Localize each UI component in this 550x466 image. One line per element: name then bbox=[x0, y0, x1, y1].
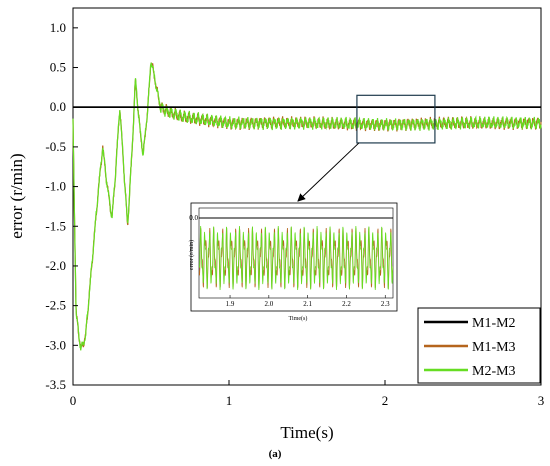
inset-x-tick-label: 2.1 bbox=[303, 300, 312, 308]
inset-x-tick-label: 2.2 bbox=[342, 300, 351, 308]
legend: M1-M2 M1-M3 M2-M3 bbox=[417, 307, 541, 384]
figure-caption: (a) bbox=[269, 448, 282, 460]
inset-y-tick-label: 0.0 bbox=[189, 214, 198, 222]
legend-label-m2-m3: M2-M3 bbox=[472, 364, 516, 379]
inset-y-axis-label: error (r/min) bbox=[188, 240, 195, 270]
inset-x-tick-label: 2.0 bbox=[264, 300, 273, 308]
y-axis-label: error (r/min) bbox=[7, 153, 26, 238]
series-line-m2-m3 bbox=[72, 62, 542, 351]
inset-chart: 1.9 2.0 2.1 2.2 2.3 0.0 Time(s) error (r/min) bbox=[188, 202, 398, 322]
y-tick-label: -3.0 bbox=[45, 337, 66, 352]
x-tick-label: 0 bbox=[70, 393, 77, 408]
y-axis-ticks: 1.0 0.5 0.0 -0.5 -1.0 -1.5 -2.0 -2.5 -3.0 -3.5 bbox=[45, 20, 78, 392]
inset-plot-frame bbox=[198, 207, 394, 299]
inset-x-axis-label: Time(s) bbox=[289, 315, 308, 322]
inset-plot: 1.9 2.0 2.1 2.2 2.3 0.0 bbox=[189, 207, 394, 308]
y-tick-label: 0.0 bbox=[50, 99, 66, 114]
y-tick-label: -2.5 bbox=[45, 298, 66, 313]
legend-label-m1-m3: M1-M3 bbox=[472, 340, 516, 355]
y-tick-label: -0.5 bbox=[45, 139, 66, 154]
y-tick-label: -2.0 bbox=[45, 258, 66, 273]
y-tick-label: 1.0 bbox=[50, 20, 66, 35]
x-tick-label: 3 bbox=[538, 393, 545, 408]
x-tick-label: 1 bbox=[226, 393, 233, 408]
inset-series-layer bbox=[199, 217, 393, 291]
zoom-arrow bbox=[297, 142, 360, 202]
inset-x-tick-label: 2.3 bbox=[381, 300, 390, 308]
x-axis-label: Time(s) bbox=[280, 423, 333, 442]
series-layer bbox=[72, 62, 542, 351]
inset-x-tick-label: 1.9 bbox=[226, 300, 235, 308]
x-axis-ticks: 0 1 2 3 bbox=[70, 380, 545, 408]
inset-frame bbox=[190, 202, 398, 312]
legend-label-m1-m2: M1-M2 bbox=[472, 316, 516, 331]
y-tick-label: -3.5 bbox=[45, 377, 66, 392]
x-tick-label: 2 bbox=[382, 393, 389, 408]
y-tick-label: -1.5 bbox=[45, 218, 66, 233]
plot-frame bbox=[72, 7, 542, 386]
y-tick-label: -1.0 bbox=[45, 179, 66, 194]
zoom-box bbox=[356, 94, 436, 144]
inset-series-line-m2-m3 bbox=[199, 225, 393, 291]
y-tick-label: 0.5 bbox=[50, 60, 66, 75]
